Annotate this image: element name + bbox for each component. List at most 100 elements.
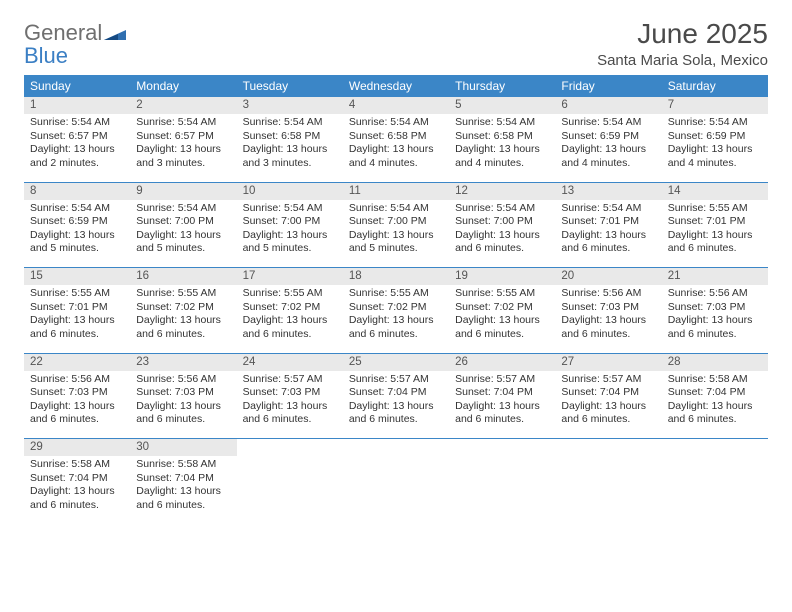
day-header: Thursday [449, 75, 555, 97]
day-number-row: 22232425262728 [24, 354, 768, 371]
sunset-text: Sunset: 7:02 PM [136, 301, 230, 315]
day-number-cell [449, 439, 555, 456]
day-body-cell: Sunrise: 5:54 AMSunset: 7:00 PMDaylight:… [343, 200, 449, 268]
day-number-cell [662, 439, 768, 456]
sunrise-text: Sunrise: 5:55 AM [349, 287, 443, 301]
day-body-cell [449, 456, 555, 524]
day-number-cell: 12 [449, 183, 555, 200]
day-number-cell: 24 [237, 354, 343, 371]
day-body-cell: Sunrise: 5:56 AMSunset: 7:03 PMDaylight:… [662, 285, 768, 353]
sunset-text: Sunset: 7:01 PM [561, 215, 655, 229]
sunrise-text: Sunrise: 5:57 AM [243, 373, 337, 387]
sunrise-text: Sunrise: 5:55 AM [243, 287, 337, 301]
day-header: Friday [555, 75, 661, 97]
sunset-text: Sunset: 6:58 PM [243, 130, 337, 144]
sunrise-text: Sunrise: 5:54 AM [349, 116, 443, 130]
sunrise-text: Sunrise: 5:55 AM [668, 202, 762, 216]
day-number-cell: 29 [24, 439, 130, 456]
sunrise-text: Sunrise: 5:55 AM [455, 287, 549, 301]
day-number-cell: 11 [343, 183, 449, 200]
sunrise-text: Sunrise: 5:54 AM [243, 116, 337, 130]
day-body-cell: Sunrise: 5:54 AMSunset: 7:00 PMDaylight:… [449, 200, 555, 268]
page-header: General Blue June 2025 Santa Maria Sola,… [24, 18, 768, 69]
logo-text-general: General [24, 20, 102, 45]
sunrise-text: Sunrise: 5:54 AM [561, 202, 655, 216]
day-number-cell: 25 [343, 354, 449, 371]
daylight-text: Daylight: 13 hours and 4 minutes. [455, 143, 549, 170]
sunrise-text: Sunrise: 5:58 AM [668, 373, 762, 387]
sunset-text: Sunset: 6:59 PM [30, 215, 124, 229]
day-number-cell: 19 [449, 268, 555, 285]
day-number-row: 1234567 [24, 97, 768, 114]
day-body-row: Sunrise: 5:54 AMSunset: 6:57 PMDaylight:… [24, 114, 768, 182]
day-body-cell: Sunrise: 5:54 AMSunset: 7:01 PMDaylight:… [555, 200, 661, 268]
location-label: Santa Maria Sola, Mexico [597, 52, 768, 69]
sunrise-text: Sunrise: 5:58 AM [136, 458, 230, 472]
day-body-cell: Sunrise: 5:54 AMSunset: 6:57 PMDaylight:… [130, 114, 236, 182]
sunset-text: Sunset: 7:04 PM [455, 386, 549, 400]
day-body-cell: Sunrise: 5:55 AMSunset: 7:01 PMDaylight:… [24, 285, 130, 353]
sunset-text: Sunset: 6:58 PM [349, 130, 443, 144]
day-number-cell: 4 [343, 97, 449, 114]
day-number-cell [237, 439, 343, 456]
day-body-cell: Sunrise: 5:54 AMSunset: 6:59 PMDaylight:… [24, 200, 130, 268]
daylight-text: Daylight: 13 hours and 6 minutes. [561, 314, 655, 341]
day-body-cell: Sunrise: 5:54 AMSunset: 6:57 PMDaylight:… [24, 114, 130, 182]
day-number-cell: 16 [130, 268, 236, 285]
logo-text-blue: Blue [24, 43, 68, 68]
brand-logo: General Blue [24, 18, 126, 68]
daylight-text: Daylight: 13 hours and 4 minutes. [561, 143, 655, 170]
sunset-text: Sunset: 7:03 PM [561, 301, 655, 315]
day-number-row: 15161718192021 [24, 268, 768, 285]
sunset-text: Sunset: 7:00 PM [349, 215, 443, 229]
day-body-cell: Sunrise: 5:54 AMSunset: 6:59 PMDaylight:… [662, 114, 768, 182]
day-header: Sunday [24, 75, 130, 97]
sunrise-text: Sunrise: 5:57 AM [455, 373, 549, 387]
sunrise-text: Sunrise: 5:54 AM [349, 202, 443, 216]
day-number-cell: 13 [555, 183, 661, 200]
day-header: Monday [130, 75, 236, 97]
day-number-cell: 21 [662, 268, 768, 285]
day-body-cell: Sunrise: 5:57 AMSunset: 7:03 PMDaylight:… [237, 371, 343, 439]
day-body-cell: Sunrise: 5:58 AMSunset: 7:04 PMDaylight:… [24, 456, 130, 524]
sunset-text: Sunset: 7:01 PM [668, 215, 762, 229]
sunset-text: Sunset: 6:57 PM [30, 130, 124, 144]
sunrise-text: Sunrise: 5:58 AM [30, 458, 124, 472]
day-body-cell: Sunrise: 5:55 AMSunset: 7:02 PMDaylight:… [130, 285, 236, 353]
daylight-text: Daylight: 13 hours and 2 minutes. [30, 143, 124, 170]
daylight-text: Daylight: 13 hours and 5 minutes. [136, 229, 230, 256]
daylight-text: Daylight: 13 hours and 6 minutes. [136, 314, 230, 341]
day-body-cell: Sunrise: 5:58 AMSunset: 7:04 PMDaylight:… [130, 456, 236, 524]
day-number-cell: 7 [662, 97, 768, 114]
day-body-row: Sunrise: 5:54 AMSunset: 6:59 PMDaylight:… [24, 200, 768, 268]
day-number-cell [555, 439, 661, 456]
sunset-text: Sunset: 7:04 PM [30, 472, 124, 486]
sunset-text: Sunset: 7:04 PM [136, 472, 230, 486]
sunset-text: Sunset: 6:57 PM [136, 130, 230, 144]
day-body-cell: Sunrise: 5:54 AMSunset: 6:58 PMDaylight:… [237, 114, 343, 182]
sunset-text: Sunset: 6:59 PM [668, 130, 762, 144]
sunset-text: Sunset: 7:04 PM [668, 386, 762, 400]
sunrise-text: Sunrise: 5:56 AM [136, 373, 230, 387]
day-body-cell: Sunrise: 5:57 AMSunset: 7:04 PMDaylight:… [449, 371, 555, 439]
sunset-text: Sunset: 7:04 PM [561, 386, 655, 400]
day-body-cell: Sunrise: 5:55 AMSunset: 7:01 PMDaylight:… [662, 200, 768, 268]
daylight-text: Daylight: 13 hours and 5 minutes. [30, 229, 124, 256]
sunset-text: Sunset: 7:01 PM [30, 301, 124, 315]
day-header: Tuesday [237, 75, 343, 97]
sunset-text: Sunset: 7:02 PM [349, 301, 443, 315]
day-number-cell: 27 [555, 354, 661, 371]
daylight-text: Daylight: 13 hours and 6 minutes. [455, 229, 549, 256]
day-body-cell [555, 456, 661, 524]
day-body-cell: Sunrise: 5:54 AMSunset: 6:58 PMDaylight:… [343, 114, 449, 182]
daylight-text: Daylight: 13 hours and 6 minutes. [455, 400, 549, 427]
day-body-cell: Sunrise: 5:57 AMSunset: 7:04 PMDaylight:… [343, 371, 449, 439]
daylight-text: Daylight: 13 hours and 6 minutes. [243, 400, 337, 427]
day-body-cell: Sunrise: 5:58 AMSunset: 7:04 PMDaylight:… [662, 371, 768, 439]
sunset-text: Sunset: 7:03 PM [668, 301, 762, 315]
day-body-cell: Sunrise: 5:56 AMSunset: 7:03 PMDaylight:… [130, 371, 236, 439]
daylight-text: Daylight: 13 hours and 6 minutes. [561, 400, 655, 427]
day-number-cell: 3 [237, 97, 343, 114]
daylight-text: Daylight: 13 hours and 6 minutes. [136, 485, 230, 512]
day-number-cell: 30 [130, 439, 236, 456]
